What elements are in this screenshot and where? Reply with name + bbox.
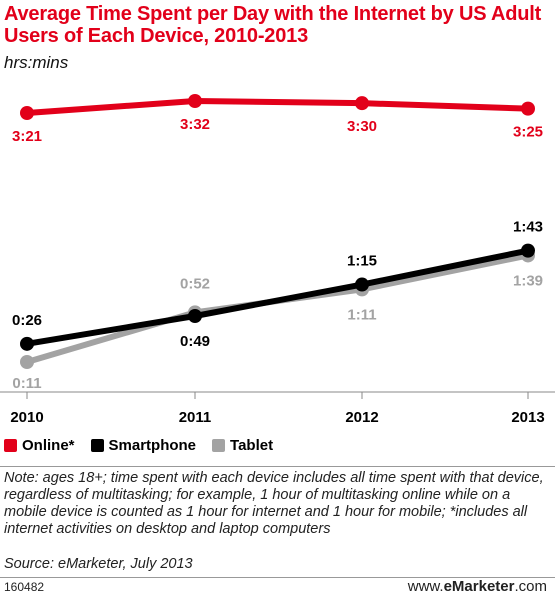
brand-suffix: .com [514, 578, 547, 595]
legend-item-smartphone: Smartphone [90, 437, 197, 454]
legend-swatch-smartphone [90, 439, 104, 452]
data-point-online [521, 101, 535, 116]
data-point-smartphone [20, 336, 34, 351]
series-line-online [24, 98, 531, 116]
legend-label-tablet: Tablet [230, 437, 274, 454]
legend-swatch-tablet [212, 439, 226, 452]
data-label-tablet: 0:11 [12, 375, 41, 392]
legend-label-smartphone: Smartphone [108, 437, 197, 454]
brand-prefix: www. [407, 578, 444, 595]
data-label-tablet: 1:11 [347, 306, 376, 323]
series-line-tablet [24, 252, 531, 365]
series-line-smartphone [24, 247, 531, 347]
data-point-online [188, 94, 202, 109]
chart-id: 160482 [4, 580, 45, 594]
data-label-online: 3:30 [347, 118, 377, 135]
brand-name: eMarketer [443, 578, 515, 595]
data-label-smartphone: 1:43 [513, 219, 543, 236]
x-tick-label: 2012 [345, 409, 378, 426]
brand-logo: www.eMarketer.com [408, 578, 547, 595]
data-point-tablet [20, 355, 34, 369]
legend-item-tablet: Tablet [212, 437, 273, 454]
data-label-online: 3:21 [12, 128, 42, 145]
footer-divider-top [0, 466, 555, 467]
x-tick-label: 2013 [511, 409, 544, 426]
data-point-smartphone [188, 309, 202, 324]
x-tick-label: 2010 [10, 409, 43, 426]
chart-legend: Online* Smartphone Tablet [4, 437, 289, 454]
data-point-smartphone [355, 277, 369, 292]
footer-divider-bottom [0, 577, 555, 578]
data-label-smartphone: 0:49 [180, 333, 210, 350]
chart-title: Average Time Spent per Day with the Inte… [4, 3, 542, 47]
legend-label-online: Online* [22, 437, 75, 454]
chart-subtitle: hrs:mins [4, 53, 69, 72]
chart-note: Note: ages 18+; time spent with each dev… [4, 470, 544, 537]
x-tick-label: 2011 [179, 409, 212, 426]
legend-item-online: Online* [4, 437, 75, 454]
legend-swatch-online [4, 439, 17, 452]
data-label-tablet: 1:39 [513, 272, 543, 289]
data-point-smartphone [521, 243, 535, 258]
data-label-tablet: 0:52 [180, 275, 210, 292]
data-point-online [20, 106, 34, 120]
data-label-online: 3:25 [513, 124, 543, 141]
data-label-online: 3:32 [180, 116, 210, 133]
data-point-online [355, 96, 369, 111]
data-label-smartphone: 0:26 [12, 312, 42, 329]
data-label-smartphone: 1:15 [347, 253, 377, 270]
chart-source: Source: eMarketer, July 2013 [4, 556, 193, 572]
